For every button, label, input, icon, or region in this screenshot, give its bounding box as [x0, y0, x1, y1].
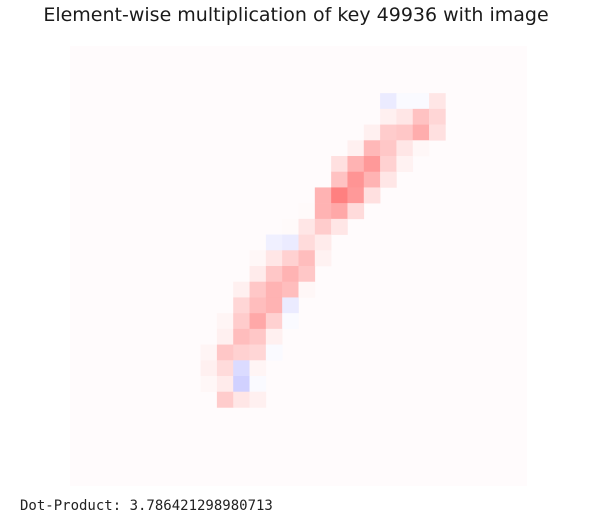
heatmap-cell: [233, 360, 250, 377]
heatmap-cell: [380, 171, 397, 188]
heatmap-cell: [363, 124, 381, 141]
heatmap-cell: [265, 281, 283, 298]
heatmap-cell: [347, 156, 365, 173]
heatmap-cell: [233, 344, 250, 361]
heatmap-cell: [216, 344, 234, 361]
heatmap-cell: [298, 250, 316, 267]
heatmap-cell: [363, 171, 381, 188]
heatmap-cell: [314, 234, 332, 251]
heatmap-cell: [249, 297, 267, 314]
heatmap-cell: [380, 108, 397, 125]
heatmap-cell: [249, 328, 267, 345]
heatmap-cell: [249, 391, 267, 408]
heatmap-cell: [216, 328, 234, 345]
heatmap-cell: [331, 203, 348, 220]
heatmap-cell: [380, 140, 397, 157]
heatmap-cell: [396, 93, 414, 110]
heatmap-cell: [429, 108, 446, 125]
heatmap-cell: [314, 250, 332, 267]
heatmap-cell: [412, 108, 430, 125]
heatmap-cell: [331, 171, 348, 188]
heatmap-cell: [233, 391, 250, 408]
heatmap-cell: [380, 93, 397, 110]
heatmap-cell: [282, 313, 299, 330]
heatmap-cell: [347, 171, 365, 188]
heatmap-cell: [396, 108, 414, 125]
heatmap-cell: [265, 344, 283, 361]
heatmap-plot: [70, 46, 527, 486]
heatmap-cell: [233, 281, 250, 298]
heatmap-cell: [298, 218, 316, 235]
heatmap-cell: [282, 297, 299, 314]
heatmap-cell: [314, 187, 332, 204]
heatmap-cell: [282, 234, 299, 251]
heatmap-cell: [249, 360, 267, 377]
heatmap-cell: [412, 93, 430, 110]
heatmap-cell: [233, 376, 250, 393]
heatmap-cell: [412, 140, 430, 157]
heatmap-cell: [396, 140, 414, 157]
heatmap-cell: [200, 344, 218, 361]
heatmap-cell: [265, 266, 283, 283]
heatmap-cell: [298, 266, 316, 283]
heatmap-cell: [347, 140, 365, 157]
heatmap-cell: [249, 281, 267, 298]
heatmap-cell: [216, 360, 234, 377]
heatmap-cell: [216, 391, 234, 408]
heatmap-cell: [249, 376, 267, 393]
heatmap-cell: [412, 124, 430, 141]
heatmap-cell: [429, 124, 446, 141]
heatmap-cell: [314, 218, 332, 235]
heatmap-cell: [298, 281, 316, 298]
heatmap-cell: [265, 297, 283, 314]
heatmap-cell: [265, 250, 283, 267]
heatmap-cell: [233, 297, 250, 314]
heatmap-cell: [380, 156, 397, 173]
dot-product-output: Dot-Product: 3.786421298980713: [20, 498, 273, 514]
heatmap-cell: [265, 313, 283, 330]
heatmap-cell: [249, 266, 267, 283]
heatmap-cell: [282, 250, 299, 267]
heatmap-cell: [265, 234, 283, 251]
heatmap-cell: [331, 156, 348, 173]
heatmap-cell: [216, 313, 234, 330]
heatmap-cell: [380, 124, 397, 141]
heatmap-cell: [200, 360, 218, 377]
heatmap-cell: [347, 187, 365, 204]
heatmap-cell: [298, 203, 316, 220]
heatmap-cell: [331, 218, 348, 235]
heatmap-cell: [429, 93, 446, 110]
heatmap-cell: [216, 376, 234, 393]
heatmap-cell: [396, 156, 414, 173]
heatmap-cell: [396, 124, 414, 141]
chart-title: Element-wise multiplication of key 49936…: [43, 4, 549, 26]
heatmap-cell: [200, 376, 218, 393]
heatmap-cell: [331, 187, 348, 204]
heatmap-cell: [249, 250, 267, 267]
heatmap-cell: [363, 187, 381, 204]
heatmap-cell: [233, 328, 250, 345]
heatmap-cell: [265, 328, 283, 345]
heatmap-cell: [282, 266, 299, 283]
heatmap-cell: [363, 140, 381, 157]
heatmap-cell: [314, 203, 332, 220]
heatmap-cell: [249, 344, 267, 361]
heatmap-cell: [298, 234, 316, 251]
heatmap-cell: [282, 281, 299, 298]
heatmap-cell: [363, 156, 381, 173]
heatmap-cell: [282, 218, 299, 235]
heatmap-cell: [347, 203, 365, 220]
heatmap-cell: [233, 313, 250, 330]
heatmap-cell: [249, 313, 267, 330]
